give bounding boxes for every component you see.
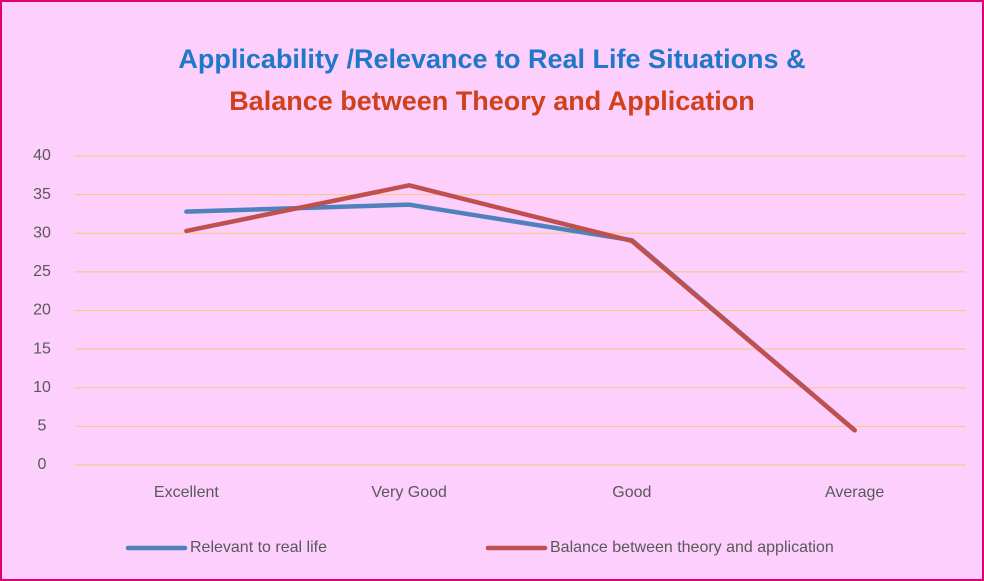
chart-title-line: Applicability /Relevance to Real Life Si… (178, 44, 805, 74)
y-tick-label: 35 (33, 186, 51, 203)
y-tick-label: 10 (33, 379, 51, 396)
x-tick-label: Very Good (371, 484, 447, 501)
x-tick-label: Average (825, 484, 884, 501)
y-tick-label: 20 (33, 302, 51, 319)
y-tick-label: 30 (33, 224, 51, 241)
series-line (184, 183, 857, 433)
y-tick-label: 5 (38, 418, 47, 435)
x-tick-label: Good (612, 484, 651, 501)
y-tick-label: 40 (33, 147, 51, 164)
legend-label: Relevant to real life (190, 539, 327, 556)
chart-title-line: Balance between Theory and Application (229, 86, 755, 116)
x-tick-label: Excellent (154, 484, 219, 501)
y-tick-label: 15 (33, 340, 51, 357)
y-tick-label: 0 (38, 456, 47, 473)
y-tick-label: 25 (33, 263, 51, 280)
legend-label: Balance between theory and application (550, 539, 834, 556)
